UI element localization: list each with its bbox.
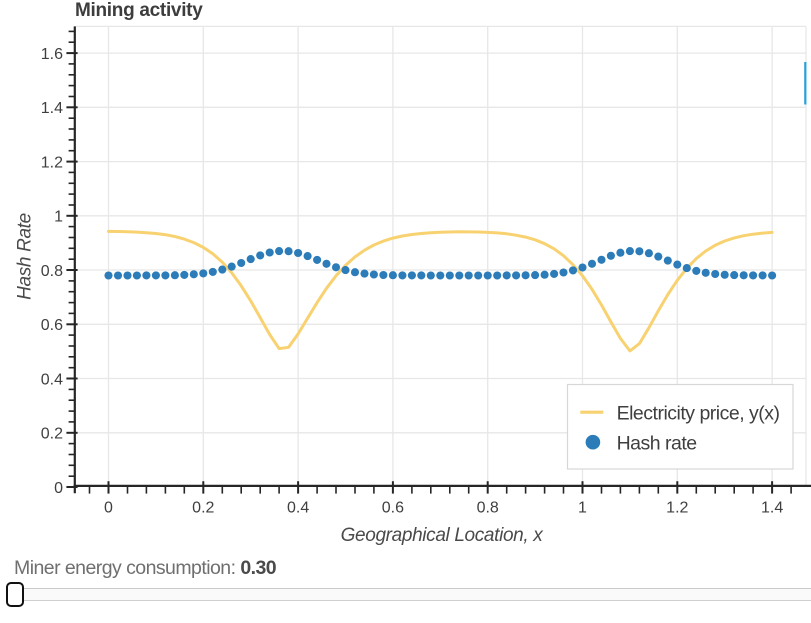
svg-text:1.2: 1.2 — [41, 154, 63, 171]
svg-text:0: 0 — [104, 500, 113, 517]
svg-text:1: 1 — [54, 209, 63, 226]
svg-text:0.4: 0.4 — [287, 500, 309, 517]
svg-text:Electricity price, y(x): Electricity price, y(x) — [617, 402, 780, 424]
svg-text:0: 0 — [54, 480, 63, 497]
svg-text:0.2: 0.2 — [192, 500, 214, 517]
svg-text:1.4: 1.4 — [41, 100, 63, 117]
svg-text:1.6: 1.6 — [41, 46, 63, 63]
svg-text:Geographical Location, x: Geographical Location, x — [341, 525, 545, 546]
svg-text:0.8: 0.8 — [41, 263, 63, 280]
svg-text:1.4: 1.4 — [761, 500, 783, 517]
svg-text:0.4: 0.4 — [41, 371, 63, 388]
svg-text:0.6: 0.6 — [382, 500, 404, 517]
svg-text:1: 1 — [578, 500, 587, 517]
svg-text:0.2: 0.2 — [41, 426, 63, 443]
svg-text:Hash rate: Hash rate — [617, 432, 697, 454]
svg-text:1.2: 1.2 — [666, 500, 688, 517]
svg-text:0.8: 0.8 — [477, 500, 499, 517]
svg-text:Hash Rate: Hash Rate — [15, 213, 36, 300]
svg-text:0.6: 0.6 — [41, 317, 63, 334]
